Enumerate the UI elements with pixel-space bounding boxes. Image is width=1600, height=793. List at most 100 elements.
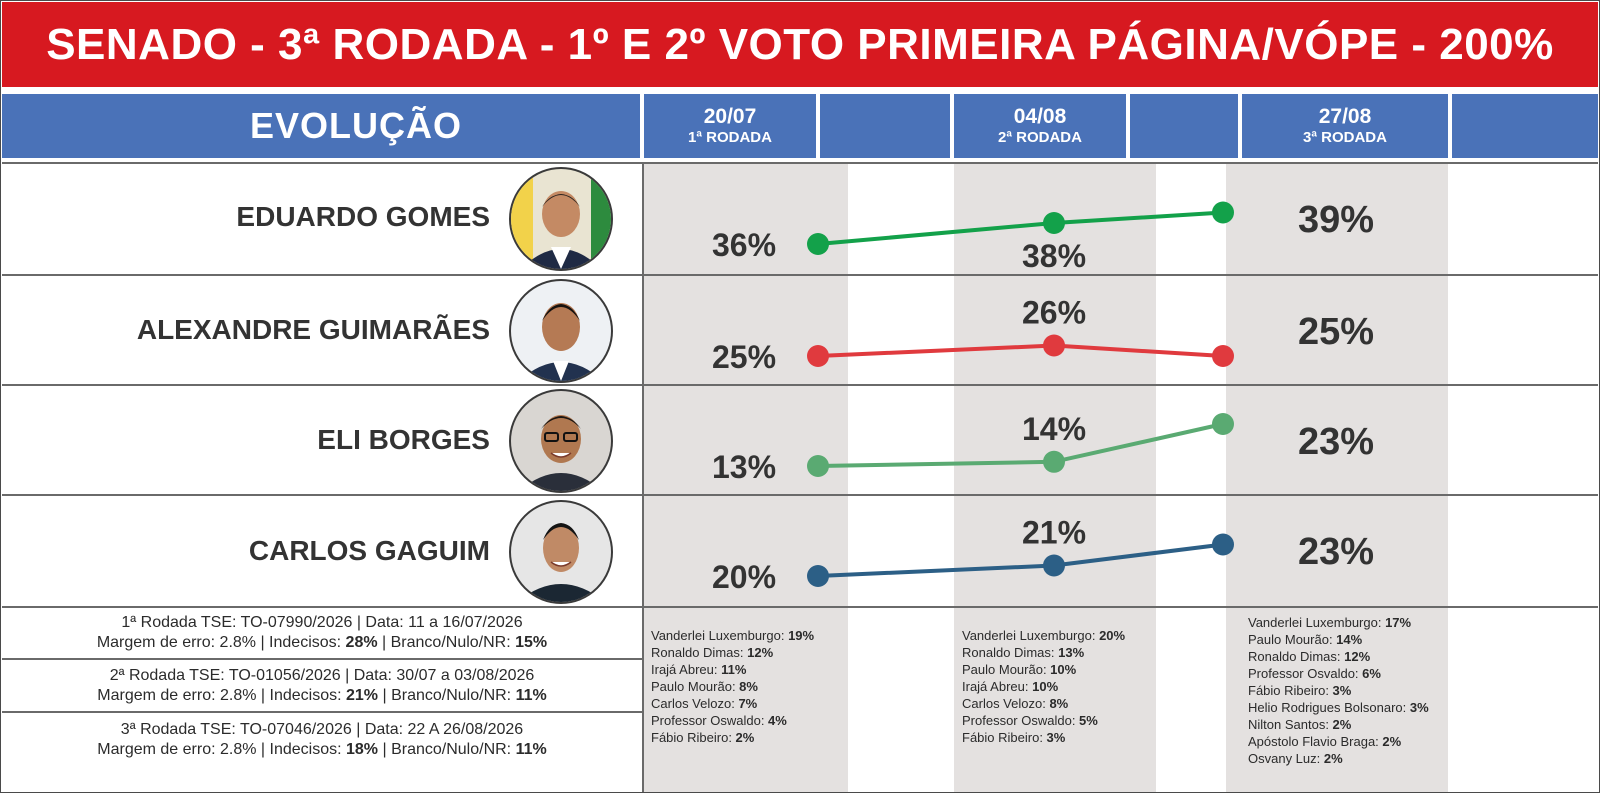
- info-divider: [2, 711, 642, 713]
- other-candidate-value: 3%: [1409, 700, 1429, 715]
- other-candidate-name: Paulo Mourão:: [1248, 632, 1337, 647]
- other-candidates-round-1: Vanderlei Luxemburgo: 19% Ronaldo Dimas: …: [651, 627, 814, 746]
- candidate-name: ELI BORGES: [317, 424, 490, 455]
- other-candidate-item: Carlos Velozo: 8%: [962, 695, 1125, 712]
- other-candidate-name: Helio Rodrigues Bolsonaro:: [1248, 700, 1410, 715]
- other-candidate-name: Paulo Mourão:: [962, 662, 1051, 677]
- blank-null-label: | Branco/Nulo/NR:: [378, 741, 516, 758]
- blank-null-label: | Branco/Nulo/NR:: [378, 687, 516, 704]
- round-2-date: 04/08: [1013, 105, 1067, 128]
- other-candidate-value: 10%: [1032, 679, 1059, 694]
- other-candidate-item: Professor Osvaldo: 6%: [1248, 665, 1429, 682]
- header-spacer: [1130, 94, 1238, 158]
- page-title: SENADO - 3ª RODADA - 1º E 2º VOTO PRIMEI…: [2, 2, 1598, 87]
- other-candidates-round-3: Vanderlei Luxemburgo: 17% Paulo Mourão: 1…: [1248, 614, 1429, 767]
- other-candidate-value: 2%: [1332, 717, 1352, 732]
- other-candidate-value: 8%: [1049, 696, 1069, 711]
- other-candidate-item: Ronaldo Dimas: 12%: [1248, 648, 1429, 665]
- margin-label: Margem de erro: 2.8% | Indecisos:: [97, 687, 346, 704]
- other-candidate-item: Fábio Ribeiro: 3%: [1248, 682, 1429, 699]
- other-candidate-name: Vanderlei Luxemburgo:: [651, 628, 789, 643]
- other-candidate-value: 7%: [738, 696, 758, 711]
- avatar: [509, 279, 613, 383]
- data-point: [1043, 554, 1065, 577]
- data-label: 21%: [1022, 515, 1086, 551]
- other-candidate-item: Paulo Mourão: 14%: [1248, 631, 1429, 648]
- round-1-date: 20/07: [703, 105, 757, 128]
- indecisos-value: 18%: [346, 741, 379, 758]
- data-point: [807, 233, 829, 255]
- round-1-label: 1ª RODADA: [688, 129, 772, 146]
- indecisos-value: 21%: [346, 687, 379, 704]
- header-spacer: [820, 94, 950, 158]
- data-point: [1043, 450, 1065, 473]
- blank-null-value: 15%: [515, 634, 548, 651]
- other-candidate-item: Vanderlei Luxemburgo: 20%: [962, 627, 1125, 644]
- candidate-name: CARLOS GAGUIM: [248, 535, 490, 566]
- other-candidate-item: Ronaldo Dimas: 12%: [651, 644, 814, 661]
- other-candidate-name: Fábio Ribeiro:: [651, 730, 736, 745]
- round-3-column: [1226, 162, 1448, 792]
- other-candidate-name: Ronaldo Dimas:: [962, 645, 1059, 660]
- other-candidate-item: Professor Oswaldo: 5%: [962, 712, 1125, 729]
- header-spacer: [1452, 94, 1598, 158]
- round-info: 3ª Rodada TSE: TO-07046/2026 | Data: 22 …: [2, 720, 642, 760]
- round-3-header: 27/08 3ª RODADA: [1242, 94, 1448, 158]
- data-point: [1043, 334, 1065, 357]
- other-candidate-value: 10%: [1050, 662, 1077, 677]
- other-candidate-item: Vanderlei Luxemburgo: 19%: [651, 627, 814, 644]
- other-candidate-item: Carlos Velozo: 7%: [651, 695, 814, 712]
- round-info-line: 1ª Rodada TSE: TO-07990/2026 | Data: 11 …: [121, 614, 523, 631]
- round-2-header: 04/08 2ª RODADA: [954, 94, 1126, 158]
- other-candidate-value: 3%: [1332, 683, 1352, 698]
- other-candidate-name: Paulo Mourão:: [651, 679, 740, 694]
- data-label: 25%: [712, 339, 776, 375]
- other-candidate-item: Irajá Abreu: 11%: [651, 661, 814, 678]
- data-label: 25%: [1298, 311, 1374, 353]
- other-candidate-name: Carlos Velozo:: [651, 696, 739, 711]
- other-candidates-round-2: Vanderlei Luxemburgo: 20% Ronaldo Dimas: …: [962, 627, 1125, 746]
- other-candidate-name: Professor Osvaldo:: [1248, 666, 1363, 681]
- other-candidate-item: Apóstolo Flavio Braga: 2%: [1248, 733, 1429, 750]
- other-candidate-item: Vanderlei Luxemburgo: 17%: [1248, 614, 1429, 631]
- other-candidate-value: 20%: [1099, 628, 1126, 643]
- other-candidate-name: Nilton Santos:: [1248, 717, 1333, 732]
- column-divider: [642, 606, 644, 792]
- candidate-name: EDUARDO GOMES: [236, 201, 490, 232]
- header-row: EVOLUÇÃO 20/07 1ª RODADA 04/08 2ª RODADA…: [2, 92, 1598, 160]
- data-label: 13%: [712, 449, 776, 485]
- other-candidate-name: Fábio Ribeiro:: [962, 730, 1047, 745]
- blank-null-label: | Branco/Nulo/NR:: [377, 634, 516, 651]
- avatar: [509, 389, 613, 493]
- avatar: [509, 500, 613, 604]
- series-line: [817, 422, 1224, 468]
- data-label: 39%: [1298, 199, 1374, 241]
- other-candidate-name: Professor Oswaldo:: [651, 713, 769, 728]
- other-candidate-value: 17%: [1385, 615, 1412, 630]
- other-candidate-value: 8%: [739, 679, 758, 694]
- other-candidate-value: 5%: [1079, 713, 1098, 728]
- data-label: 38%: [1022, 238, 1086, 274]
- data-point: [1212, 533, 1234, 556]
- other-candidate-value: 11%: [721, 662, 747, 677]
- round-info: 2ª Rodada TSE: TO-01056/2026 | Data: 30/…: [2, 666, 642, 706]
- row-divider: [2, 606, 1598, 608]
- row-divider: [2, 274, 1598, 276]
- round-info-margin: Margem de erro: 2.8% | Indecisos: 18% | …: [2, 740, 642, 760]
- round-info-line: 2ª Rodada TSE: TO-01056/2026 | Data: 30/…: [109, 667, 535, 684]
- series-line: [817, 343, 1224, 358]
- avatar: [509, 167, 613, 271]
- round-3-label: 3ª RODADA: [1303, 129, 1387, 146]
- other-candidate-value: 14%: [1336, 632, 1363, 647]
- evolution-label: EVOLUÇÃO: [250, 105, 463, 146]
- blank-null-value: 11%: [515, 687, 547, 704]
- other-candidate-item: Irajá Abreu: 10%: [962, 678, 1125, 695]
- data-point: [807, 565, 829, 587]
- round-2-column: [954, 162, 1156, 792]
- other-candidate-item: Professor Oswaldo: 4%: [651, 712, 814, 729]
- other-candidate-item: Fábio Ribeiro: 3%: [962, 729, 1125, 746]
- other-candidate-value: 12%: [747, 645, 774, 660]
- margin-label: Margem de erro: 2.8% | Indecisos:: [97, 741, 346, 758]
- other-candidate-value: 3%: [1046, 730, 1066, 745]
- row-divider: [2, 162, 1598, 164]
